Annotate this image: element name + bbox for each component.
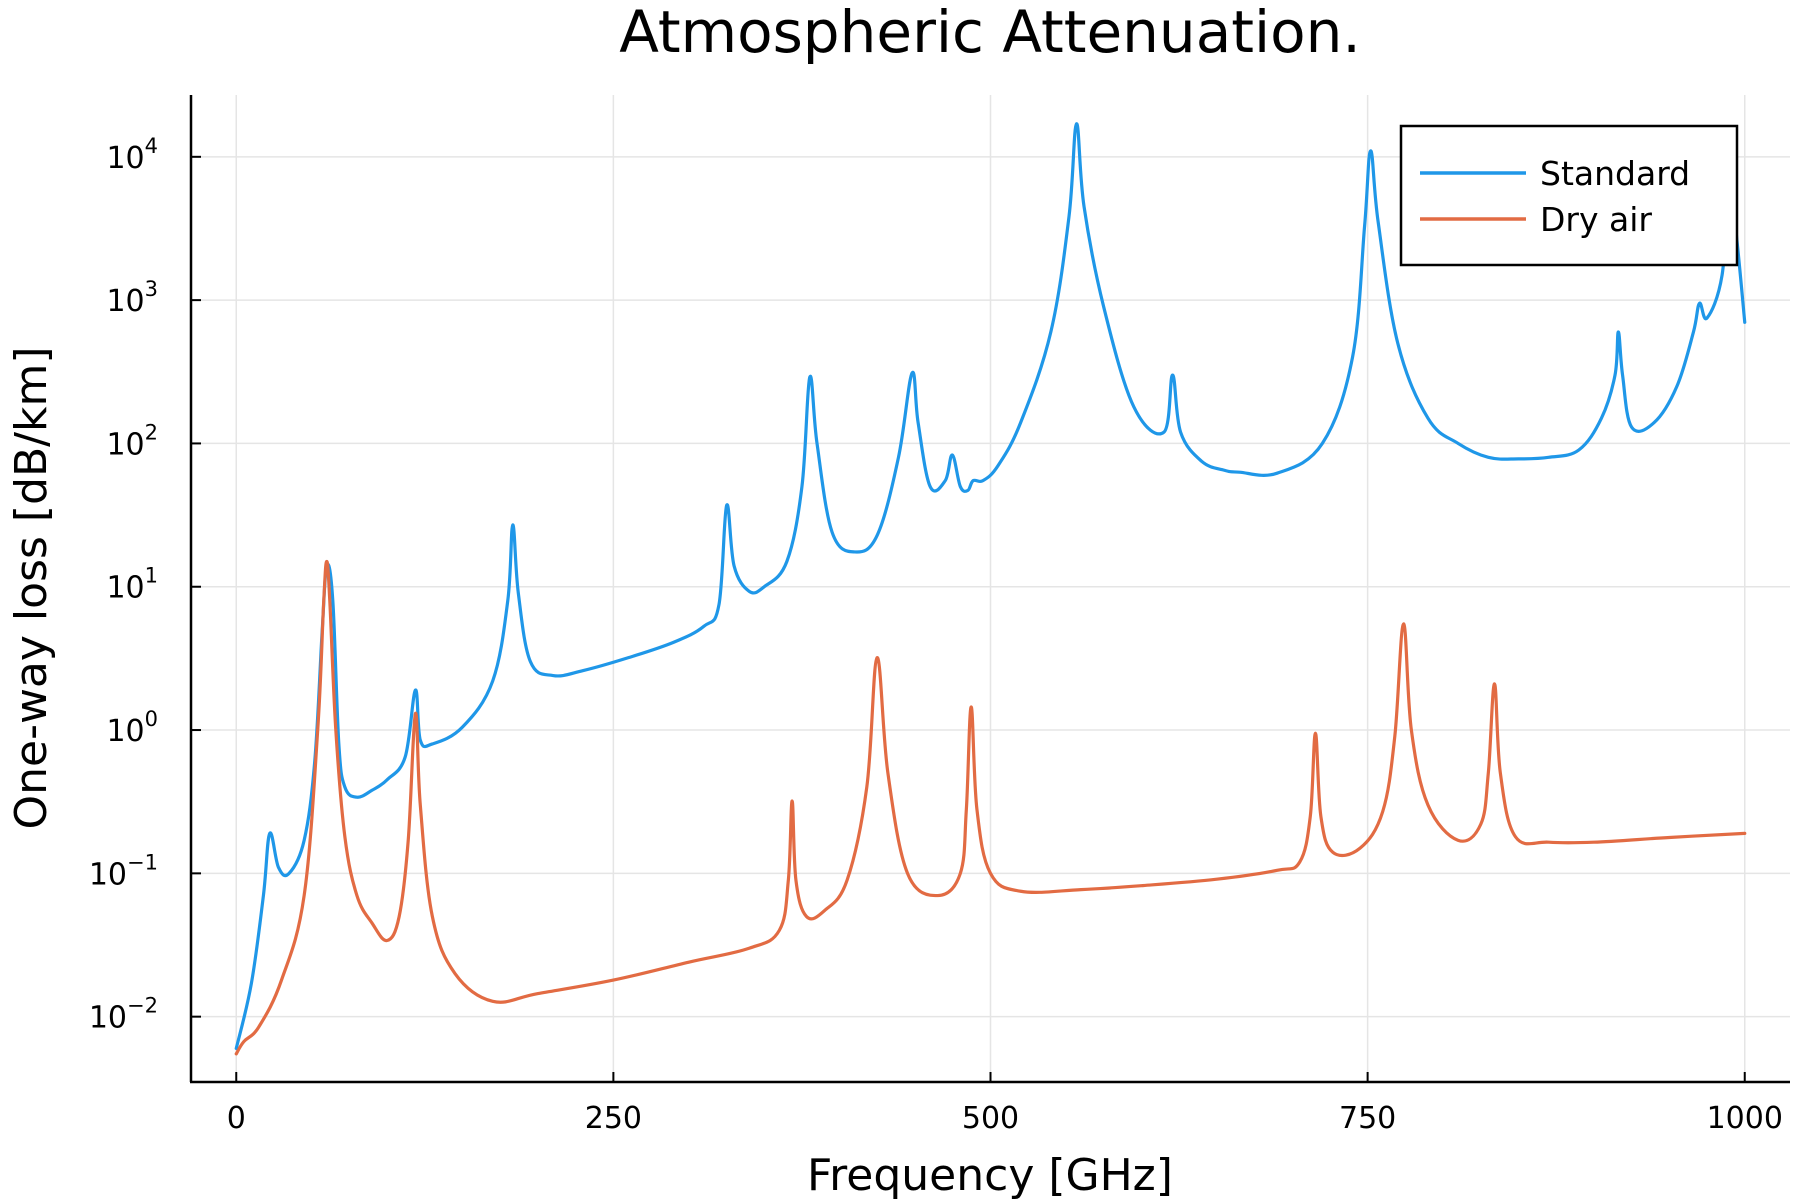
axes xyxy=(189,95,1790,1084)
chart-title: Atmospheric Attenuation. xyxy=(619,0,1361,66)
legend-box xyxy=(1399,124,1739,267)
series-line-dry-air xyxy=(234,559,1747,1056)
x-tick-label: 250 xyxy=(585,1101,642,1136)
y-tick-label: 100 xyxy=(106,707,158,749)
x-tick-label: 500 xyxy=(962,1101,1019,1136)
legend: Standard Dry air xyxy=(1399,124,1739,267)
y-tick-label: 104 xyxy=(106,134,158,176)
y-tick-labels: 10−2 10−1 100 101 102 103 104 xyxy=(89,134,158,1036)
y-tick-label: 10−1 xyxy=(89,850,158,892)
x-tick-label: 1000 xyxy=(1707,1101,1783,1136)
series-line-standard xyxy=(234,122,1747,1051)
y-tick-label: 10−2 xyxy=(89,994,158,1036)
series-lines xyxy=(234,122,1747,1056)
grid-lines xyxy=(191,95,1790,1082)
y-tick-label: 102 xyxy=(106,420,158,462)
legend-label-dry-air: Dry air xyxy=(1540,200,1652,239)
x-tick-label: 750 xyxy=(1339,1101,1396,1136)
legend-label-standard: Standard xyxy=(1540,154,1690,193)
x-tick-label: 0 xyxy=(227,1101,246,1136)
y-tick-label: 101 xyxy=(106,564,158,606)
x-axis-label: Frequency [GHz] xyxy=(807,1150,1173,1200)
y-tick-label: 103 xyxy=(106,277,158,319)
y-axis-label: One-way loss [dB/km] xyxy=(6,346,57,829)
x-tick-labels: 0 250 500 750 1000 xyxy=(227,1101,1783,1136)
